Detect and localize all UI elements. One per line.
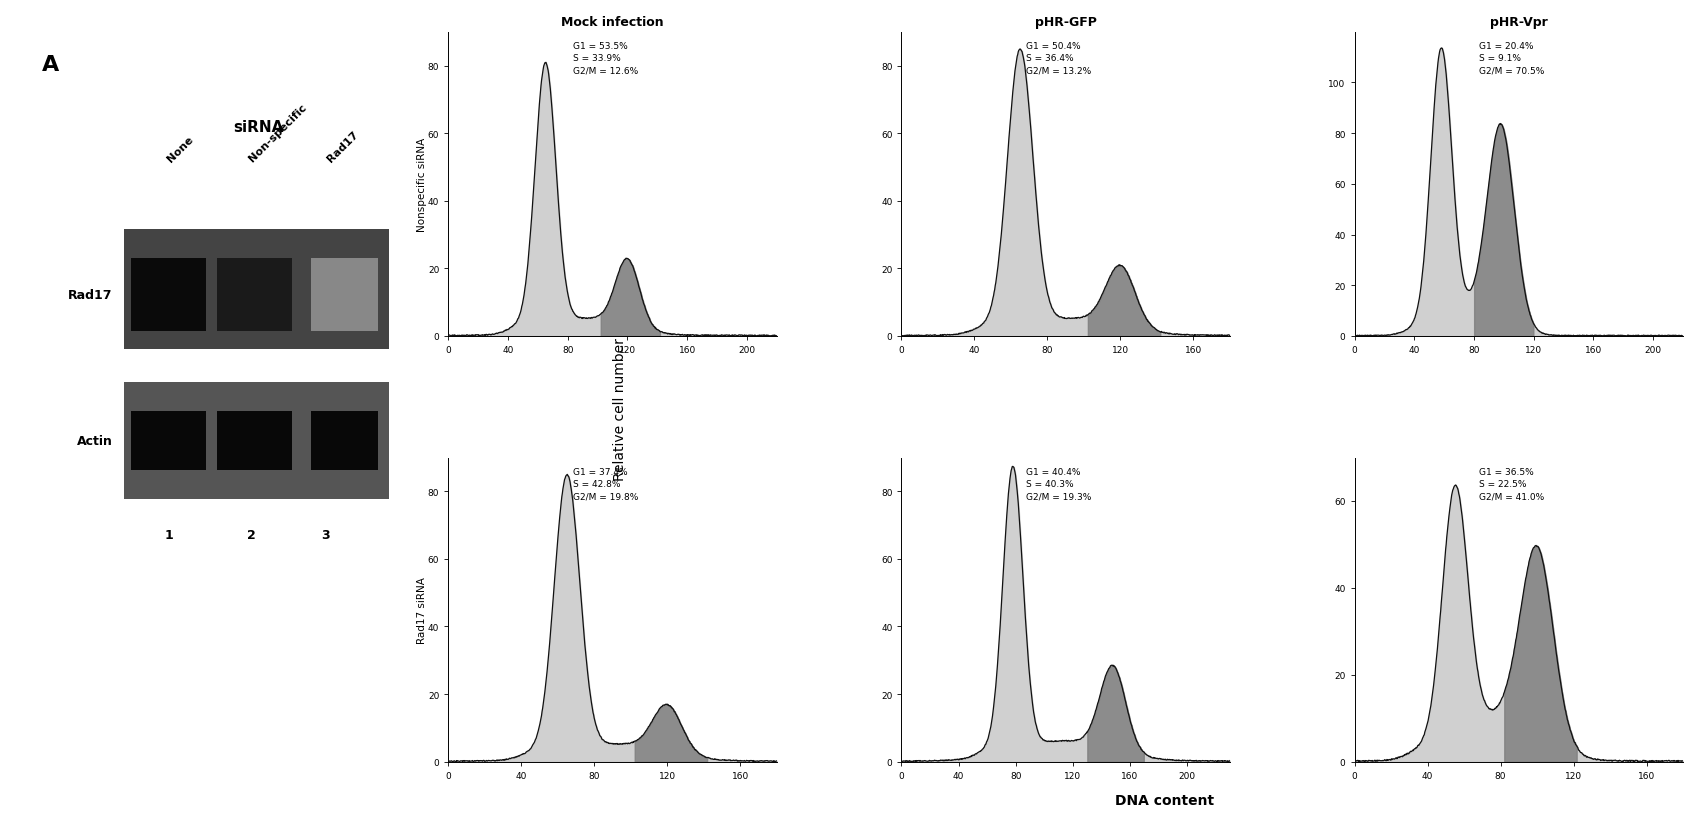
Title: Mock infection: Mock infection	[561, 16, 663, 29]
Text: Relative cell number: Relative cell number	[614, 338, 627, 481]
Bar	[218, 412, 292, 470]
Title: pHR-GFP: pHR-GFP	[1035, 16, 1096, 29]
Text: 3: 3	[321, 528, 330, 541]
Text: 2: 2	[246, 528, 255, 541]
Text: Rad17: Rad17	[68, 288, 112, 301]
Text: G1 = 50.4%
S = 36.4%
G2/M = 13.2%: G1 = 50.4% S = 36.4% G2/M = 13.2%	[1027, 42, 1091, 76]
Text: G1 = 37.4%
S = 42.8%
G2/M = 19.8%: G1 = 37.4% S = 42.8% G2/M = 19.8%	[573, 467, 639, 501]
Text: B: B	[449, 48, 466, 67]
Text: G1 = 53.5%
S = 33.9%
G2/M = 12.6%: G1 = 53.5% S = 33.9% G2/M = 12.6%	[573, 42, 639, 76]
Text: A: A	[41, 55, 60, 75]
Bar	[124, 229, 389, 360]
Y-axis label: Rad17 siRNA: Rad17 siRNA	[416, 577, 427, 643]
Bar	[124, 382, 389, 500]
Bar	[311, 259, 377, 332]
Text: G1 = 40.4%
S = 40.3%
G2/M = 19.3%: G1 = 40.4% S = 40.3% G2/M = 19.3%	[1027, 467, 1091, 501]
Title: pHR-Vpr: pHR-Vpr	[1489, 16, 1547, 29]
Y-axis label: Nonspecific siRNA: Nonspecific siRNA	[416, 138, 427, 232]
Bar	[311, 412, 377, 470]
Text: DNA content: DNA content	[1115, 793, 1214, 807]
Text: Rad17: Rad17	[326, 129, 360, 164]
Text: Non-specific: Non-specific	[246, 102, 309, 164]
Text: None: None	[165, 134, 196, 164]
Text: siRNA: siRNA	[233, 120, 284, 135]
Bar	[131, 412, 206, 470]
Text: G1 = 36.5%
S = 22.5%
G2/M = 41.0%: G1 = 36.5% S = 22.5% G2/M = 41.0%	[1479, 467, 1545, 501]
Text: Actin: Actin	[76, 434, 112, 447]
Text: G1 = 20.4%
S = 9.1%
G2/M = 70.5%: G1 = 20.4% S = 9.1% G2/M = 70.5%	[1479, 42, 1545, 76]
Bar	[131, 259, 206, 332]
Bar	[218, 259, 292, 332]
Bar	[124, 350, 389, 372]
Text: 1: 1	[165, 528, 173, 541]
